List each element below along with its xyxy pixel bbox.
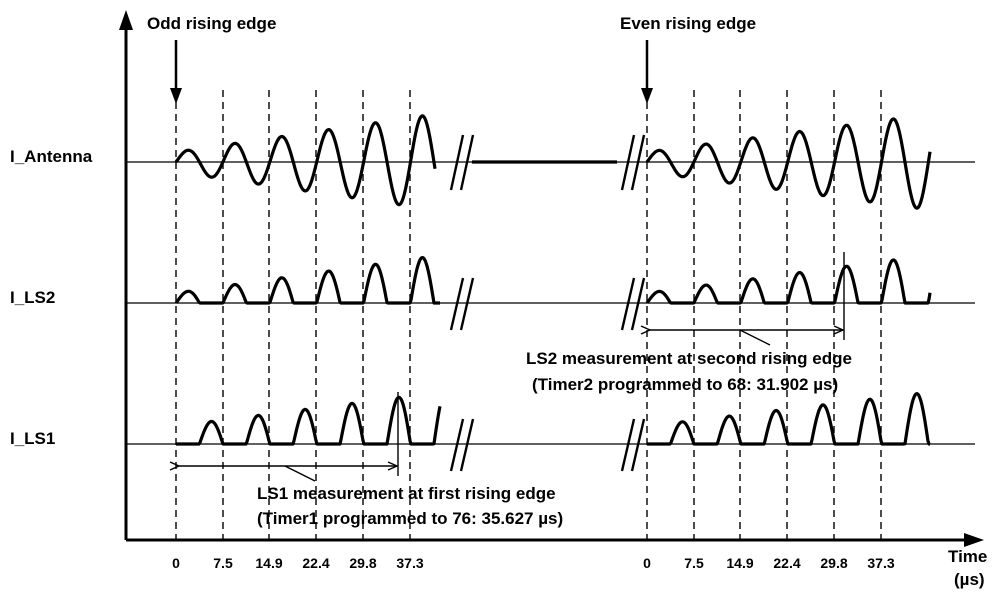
tick-label: 29.8	[820, 555, 847, 571]
tick-label: 37.3	[867, 555, 894, 571]
ls2-note-line2: (Timer2 programmed to 68: 31.902 µs)	[532, 375, 838, 394]
x-axis	[126, 533, 984, 547]
even-edge-arrow	[641, 40, 653, 104]
odd-edge-arrow	[170, 40, 182, 104]
tick-label: 29.8	[349, 555, 376, 571]
time-axis-label: Time	[948, 547, 987, 566]
ls1-waveform-group1	[175, 395, 442, 446]
antenna-waveform-group2	[645, 117, 932, 210]
ls2-measurement-arrow	[640, 252, 845, 346]
tick-label: 14.9	[726, 555, 753, 571]
tick-label: 14.9	[255, 555, 282, 571]
tick-labels-group2: 0 7.5 14.9 22.4 29.8 37.3	[643, 555, 895, 571]
ls2-break-mark	[449, 277, 646, 331]
tick-label: 7.5	[684, 555, 704, 571]
ls2-note-line1: LS2 measurement at second rising edge	[526, 349, 852, 368]
ls2-waveform-group1	[174, 256, 441, 305]
tick-label: 22.4	[302, 555, 329, 571]
tick-label: 37.3	[396, 555, 423, 571]
tick-label: 0	[172, 555, 180, 571]
ls1-waveform-group2	[646, 392, 931, 446]
antenna-break-mark	[449, 134, 646, 191]
ls1-break-mark	[449, 418, 646, 472]
tick-label: 0	[643, 555, 651, 571]
ls2-signal-label: I_LS2	[10, 288, 55, 307]
tick-label: 22.4	[773, 555, 800, 571]
ls1-signal-label: I_LS1	[10, 429, 55, 448]
ls1-note-line2: (Timer1 programmed to 76: 35.627 µs)	[257, 509, 563, 528]
y-axis	[119, 10, 133, 540]
ls2-waveform-group2	[645, 258, 932, 305]
antenna-waveform-group1	[174, 114, 437, 207]
ls1-note-line1: LS1 measurement at first rising edge	[257, 484, 556, 503]
odd-edge-label: Odd rising edge	[147, 14, 276, 33]
time-axis-unit: (µs)	[954, 570, 985, 589]
ls1-measurement-arrow	[169, 392, 399, 482]
antenna-signal-label: I_Antenna	[10, 147, 93, 166]
even-edge-label: Even rising edge	[620, 14, 756, 33]
tick-label: 7.5	[213, 555, 233, 571]
tick-labels-group1: 0 7.5 14.9 22.4 29.8 37.3	[172, 555, 424, 571]
